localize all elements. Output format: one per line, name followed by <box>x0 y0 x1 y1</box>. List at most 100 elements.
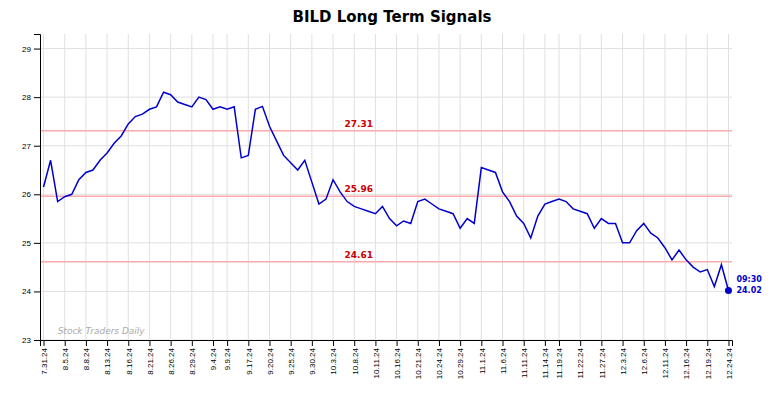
x-tick: 10.11.24 <box>372 340 381 379</box>
x-tick-label: 12.24.24 <box>725 347 734 379</box>
grid-line-y <box>40 291 732 292</box>
x-tick: 11.27.24 <box>598 340 607 379</box>
x-tick-label: 12.16.24 <box>682 347 691 379</box>
y-tick: 24 <box>22 287 40 296</box>
grid-line-y <box>40 48 732 49</box>
grid-line-x <box>85 34 86 340</box>
x-tick: 11.14.24 <box>541 340 550 379</box>
x-tick-mark <box>481 340 482 346</box>
signal-line <box>40 130 732 132</box>
grid-line-x <box>559 34 560 340</box>
grid-line-x <box>149 34 150 340</box>
grid-line-x <box>213 34 214 340</box>
x-tick: 12.24.24 <box>725 340 734 379</box>
x-tick: 10.3.24 <box>329 340 338 375</box>
grid-line-x <box>544 34 545 340</box>
grid-line-x <box>227 34 228 340</box>
x-tick: 11.22.24 <box>576 340 585 379</box>
x-tick: 10.16.24 <box>393 340 402 379</box>
x-tick-mark <box>418 340 419 346</box>
x-tick-label: 10.24.24 <box>435 347 444 379</box>
grid-line-x <box>643 34 644 340</box>
x-tick-mark <box>460 340 461 346</box>
x-axis: 7.31.24 8.5.24 8.8.24 8.13.24 8.16.24 8.21.24… <box>40 340 734 379</box>
x-tick-mark <box>601 340 602 346</box>
x-tick-label: 11.1.24 <box>478 347 487 374</box>
x-tick-mark <box>665 340 666 346</box>
x-tick-mark <box>580 340 581 346</box>
x-tick-label: 9.4.24 <box>209 347 218 370</box>
x-tick: 10.8.24 <box>351 340 360 375</box>
x-tick-mark <box>728 340 729 346</box>
grid-line-x <box>128 34 129 340</box>
grid-line-x <box>523 34 524 340</box>
chart: BILD Long Term Signals27.3125.9624.6109:… <box>0 0 784 398</box>
grid-line-x <box>728 34 729 340</box>
y-tick-mark <box>34 340 40 341</box>
x-tick-mark <box>192 340 193 346</box>
x-tick-mark <box>269 340 270 346</box>
x-tick: 12.11.24 <box>661 340 670 379</box>
y-tick-mark <box>34 291 40 292</box>
grid <box>40 34 732 340</box>
x-tick: 10.21.24 <box>414 340 423 379</box>
last-time: 09:30 <box>736 275 762 284</box>
x-tick-mark <box>375 340 376 346</box>
y-tick: 29 <box>22 45 40 54</box>
x-tick: 11.1.24 <box>478 340 487 374</box>
x-tick-mark <box>623 340 624 346</box>
watermark: Stock Traders Daily <box>58 326 146 336</box>
x-tick-mark <box>213 340 214 346</box>
x-tick-mark <box>644 340 645 346</box>
x-tick: 8.13.24 <box>103 340 112 375</box>
x-tick-label: 7.31.24 <box>40 347 49 374</box>
x-tick-mark <box>524 340 525 346</box>
x-tick-mark <box>503 340 504 346</box>
x-tick-label: 9.20.24 <box>266 347 275 374</box>
x-tick-label: 8.29.24 <box>188 347 197 374</box>
grid-line-x <box>64 34 65 340</box>
grid-line-x <box>396 34 397 340</box>
x-tick: 10.24.24 <box>435 340 444 379</box>
x-tick-label: 10.21.24 <box>414 347 423 379</box>
x-tick-label: 12.11.24 <box>661 347 670 378</box>
last-value: 24.02 <box>736 286 761 295</box>
x-tick-mark <box>149 340 150 346</box>
x-tick-label: 9.9.24 <box>223 347 232 370</box>
x-tick: 8.21.24 <box>146 340 155 375</box>
x-tick: 12.19.24 <box>704 340 713 379</box>
signal-label: 27.31 <box>344 119 372 129</box>
x-tick: 8.16.24 <box>125 340 134 375</box>
x-tick-label: 8.16.24 <box>125 347 134 374</box>
grid-line-x <box>580 34 581 340</box>
x-tick: 8.8.24 <box>82 340 91 370</box>
grid-line-x <box>481 34 482 340</box>
y-tick: 28 <box>22 93 40 102</box>
x-tick: 9.20.24 <box>266 340 275 375</box>
grid-line-x <box>601 34 602 340</box>
marks <box>40 92 732 294</box>
x-tick-label: 11.27.24 <box>598 347 607 378</box>
x-tick-label: 10.8.24 <box>351 347 360 374</box>
x-axis-line <box>41 341 733 347</box>
x-tick-mark <box>65 340 66 346</box>
signal-label: 25.96 <box>344 184 372 194</box>
grid-line-x <box>707 34 708 340</box>
x-tick-label: 11.14.24 <box>541 347 550 378</box>
x-tick-mark <box>439 340 440 346</box>
grid-line-y <box>40 97 732 98</box>
grid-line-x <box>502 34 503 340</box>
grid-line-x <box>191 34 192 340</box>
x-tick-mark <box>686 340 687 346</box>
grid-line-x <box>622 34 623 340</box>
grid-line-x <box>438 34 439 340</box>
x-tick-label: 10.3.24 <box>329 347 338 374</box>
grid-line-x <box>269 34 270 340</box>
y-tick-label: 25 <box>22 239 31 248</box>
x-tick: 8.29.24 <box>188 340 197 375</box>
x-tick-label: 8.5.24 <box>61 347 70 370</box>
x-tick-label: 8.8.24 <box>82 347 91 370</box>
grid-line-x <box>664 34 665 340</box>
x-tick-label: 11.6.24 <box>499 347 508 374</box>
x-tick-mark <box>312 340 313 346</box>
